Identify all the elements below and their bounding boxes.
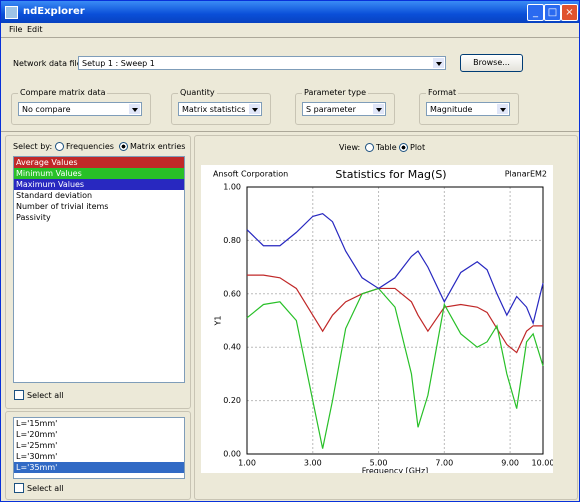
minimize-button[interactable]: _	[527, 4, 544, 21]
y-tick-label: 1.00	[223, 183, 241, 192]
group-label: Compare matrix data	[18, 88, 108, 97]
radio-label[interactable]: Matrix entries	[130, 142, 186, 151]
radio-label[interactable]: Plot	[410, 143, 426, 152]
x-tick-label: 5.00	[370, 459, 388, 468]
network-label: Network data file:	[13, 59, 85, 68]
window-title: ndExplorer	[23, 6, 85, 17]
group-label: Quantity	[178, 88, 217, 97]
maximize-button[interactable]: □	[544, 4, 561, 21]
x-tick-label: 7.00	[435, 459, 453, 468]
view-label: View:	[339, 143, 361, 152]
group-combo[interactable]: Matrix statistics	[178, 102, 262, 116]
y-tick-label: 0.80	[223, 236, 241, 245]
separator	[1, 37, 579, 38]
group-combo[interactable]: No compare	[18, 102, 142, 116]
network-value: Setup 1 : Sweep 1	[82, 59, 155, 68]
group-value: No compare	[22, 105, 71, 114]
app-icon	[5, 6, 18, 19]
title-bar: ndExplorer _ □ ×	[1, 1, 579, 23]
radio[interactable]	[399, 143, 408, 152]
statistics-list[interactable]: Average Values Minimum Values Maximum Valu…	[13, 156, 185, 383]
radio[interactable]	[55, 142, 64, 151]
radio-label[interactable]: Table	[376, 143, 397, 152]
x-tick-label: 10.00	[532, 459, 553, 468]
right-panel	[194, 135, 578, 500]
group-box: Parameter type S parameter	[295, 88, 395, 125]
group-label: Format	[426, 88, 459, 97]
list-item[interactable]: L='20mm'	[16, 430, 58, 439]
list-item[interactable]: L='15mm'	[16, 419, 58, 428]
radio[interactable]	[365, 143, 374, 152]
list-item[interactable]: L='35mm'	[14, 462, 184, 473]
series-line	[246, 213, 544, 326]
x-tick-label: 9.00	[501, 459, 519, 468]
left-panel	[5, 135, 191, 409]
product: PlanarEM2	[505, 170, 547, 179]
radio[interactable]	[119, 142, 128, 151]
plot-frame	[246, 186, 544, 455]
x-axis-label: Frequency [GHz]	[362, 467, 429, 474]
group-value: Matrix statistics	[182, 105, 246, 114]
company: Ansoft Corporation	[213, 170, 288, 179]
separator	[1, 131, 579, 132]
y-tick-label: 0.60	[223, 289, 241, 298]
close-button[interactable]: ×	[561, 4, 578, 21]
group-value: S parameter	[306, 105, 356, 114]
list-item[interactable]: L='30mm'	[16, 452, 58, 461]
list-item[interactable]: Number of trivial items	[16, 202, 109, 211]
menu-item[interactable]: File	[9, 25, 23, 34]
group-label: Parameter type	[302, 88, 369, 97]
y-tick-label: 0.40	[223, 343, 241, 352]
chart: Ansoft Corporation Statistics for Mag(S) P…	[201, 165, 553, 473]
list-item[interactable]: Passivity	[16, 213, 51, 222]
network-combo[interactable]: Setup 1 : Sweep 1	[78, 56, 446, 70]
list-item[interactable]: Standard deviation	[16, 191, 93, 200]
y-tick-label: 0.00	[223, 450, 241, 459]
y-axis-label: Y1	[214, 316, 223, 327]
checkbox-label[interactable]: Select all	[27, 391, 64, 400]
group-box: Quantity Matrix statistics	[171, 88, 271, 125]
series-line	[246, 287, 544, 449]
list-item[interactable]: Average Values	[14, 157, 184, 168]
x-tick-label: 3.00	[304, 459, 322, 468]
y-tick-label: 0.20	[223, 396, 241, 405]
menu-item[interactable]: Edit	[27, 25, 43, 34]
series-line	[247, 274, 543, 354]
list-item[interactable]: Minimum Values	[14, 168, 184, 179]
checkbox[interactable]	[14, 390, 24, 400]
group-combo[interactable]: Magnitude	[426, 102, 510, 116]
group-value: Magnitude	[430, 105, 473, 114]
lengths-list[interactable]: L='15mm' L='20mm' L='25mm' L='30mm' L='35mm'	[13, 417, 185, 479]
browse-button[interactable]: Browse...	[460, 54, 523, 72]
select-by-label: Select by:	[13, 142, 53, 151]
checkbox[interactable]	[14, 483, 24, 493]
x-tick-label: 1.00	[238, 459, 256, 468]
group-box: Compare matrix data No compare	[11, 88, 151, 125]
checkbox-label[interactable]: Select all	[27, 484, 64, 493]
group-combo[interactable]: S parameter	[302, 102, 386, 116]
list-item[interactable]: L='25mm'	[16, 441, 58, 450]
lengths-panel	[5, 411, 191, 500]
group-box: Format Magnitude	[419, 88, 519, 125]
radio-label[interactable]: Frequencies	[66, 142, 114, 151]
list-item[interactable]: Maximum Values	[14, 179, 184, 190]
chart-title: Statistics for Mag(S)	[335, 168, 446, 181]
